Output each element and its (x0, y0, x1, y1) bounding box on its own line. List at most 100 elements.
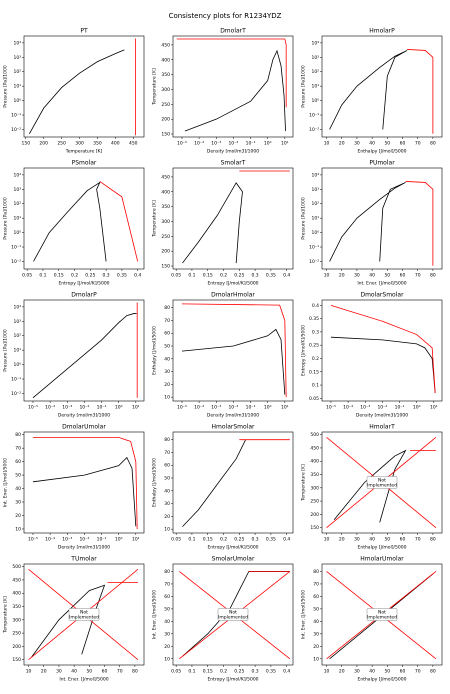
x-tick-label: 70 (415, 669, 421, 675)
y-tick-label: 150 (161, 132, 170, 138)
data-line (181, 328, 286, 395)
x-axis-label: Entropy [J/mol/K]/5000 (207, 545, 258, 551)
x-tick-label: 10⁻⁵ (326, 405, 336, 411)
subplot-title: SmolarUmolar (212, 556, 255, 563)
y-tick-label: 50 (15, 473, 21, 479)
x-tick-label: 0.4 (283, 537, 290, 543)
x-tick-label: 10⁰ (264, 141, 272, 147)
y-tick-label: 10⁻² (309, 127, 319, 133)
y-tick-label: 250 (310, 499, 319, 505)
data-line (32, 313, 137, 399)
annotation: Not (80, 610, 88, 616)
x-axis-label: Density [mol/m3]/1000 (58, 413, 110, 419)
y-tick-label: 70 (15, 446, 21, 452)
y-tick-label: 10⁻² (11, 127, 21, 133)
data-line (32, 456, 137, 527)
x-axis-label: Entropy [J/mol/K]/5000 (207, 281, 258, 287)
y-axis-label: Pressure [Pa]/1000 (3, 329, 9, 372)
y-tick-label: 40 (15, 486, 21, 492)
x-tick-label: 80 (430, 669, 436, 675)
x-tick-label: 10⁻² (377, 405, 387, 411)
x-tick-label: 10⁻³ (62, 405, 72, 411)
y-tick-label: 10 (164, 656, 170, 662)
x-tick-label: 10¹ (281, 141, 289, 147)
x-tick-label: 10⁻² (79, 405, 89, 411)
y-tick-label: 20 (313, 644, 319, 650)
x-tick-label: 40 (369, 273, 375, 279)
y-tick-label: 50 (313, 606, 319, 612)
y-tick-label: 20 (15, 513, 21, 519)
x-tick-label: 200 (39, 141, 48, 147)
x-tick-label: 0.1 (188, 273, 195, 279)
y-tick-label: 250 (161, 102, 170, 108)
x-tick-label: 300 (75, 141, 84, 147)
y-tick-label: 10³ (311, 55, 319, 61)
x-tick-label: 10⁰ (413, 405, 421, 411)
y-tick-label: 10³ (13, 55, 21, 61)
x-tick-label: 10⁻² (228, 141, 238, 147)
x-tick-label: 0.35 (117, 273, 127, 279)
y-tick-label: 10 (15, 526, 21, 532)
x-tick-label: 40 (369, 669, 375, 675)
y-tick-label: 20 (164, 382, 170, 388)
y-tick-label: 80 (164, 437, 170, 443)
y-tick-label: 10 (164, 527, 170, 533)
x-tick-label: 0.35 (266, 537, 276, 543)
annotation: Not (229, 610, 237, 616)
x-tick-label: 40 (369, 537, 375, 543)
annotation-box (366, 608, 398, 621)
x-tick-label: 10⁻³ (360, 405, 370, 411)
y-tick-label: 80 (313, 569, 319, 575)
y-tick-label: 60 (164, 594, 170, 600)
y-tick-label: 10 (164, 395, 170, 401)
y-tick-label: 500 (12, 564, 21, 570)
y-axis-label: Temperature [K] (301, 464, 307, 502)
y-tick-label: 250 (12, 631, 21, 637)
x-tick-label: 10¹ (430, 405, 438, 411)
x-tick-label: 0.4 (283, 669, 290, 675)
y-tick-label: 150 (161, 264, 170, 270)
y-tick-label: 50 (164, 344, 170, 350)
x-tick-label: 70 (415, 141, 421, 147)
x-tick-label: 50 (384, 537, 390, 543)
y-tick-label: 200 (310, 512, 319, 518)
x-tick-label: 50 (384, 273, 390, 279)
subplot-title: PUmolar (369, 160, 395, 167)
y-axis-label: Temperature [K] (152, 68, 158, 106)
x-tick-label: 0.15 (203, 273, 213, 279)
x-tick-label: 30 (354, 273, 360, 279)
y-tick-label: 250 (161, 234, 170, 240)
plot-frame (23, 167, 145, 270)
y-tick-label: 0.2 (312, 356, 319, 362)
y-tick-label: 400 (161, 189, 170, 195)
plot-frame (23, 563, 145, 666)
y-axis-label: Pressure [Pa]/1000 (3, 197, 9, 240)
y-tick-label: 30 (313, 631, 319, 637)
y-tick-label: 150 (310, 525, 319, 531)
y-tick-label: 450 (12, 577, 21, 583)
x-tick-label: 10 (324, 669, 330, 675)
y-axis-label: Temperature [K] (3, 596, 9, 634)
x-tick-label: 10⁻³ (211, 405, 221, 411)
x-tick-label: 10⁻³ (211, 141, 221, 147)
x-tick-label: 30 (354, 141, 360, 147)
x-tick-label: 30 (354, 669, 360, 675)
data-line (405, 181, 434, 266)
y-axis-label: Enthalpy [J/mol]/5000 (152, 458, 158, 507)
y-tick-label: 450 (161, 174, 170, 180)
y-tick-label: 60 (15, 459, 21, 465)
y-tick-label: 10² (311, 201, 319, 207)
y-tick-label: 150 (12, 657, 21, 663)
y-tick-label: 80 (164, 569, 170, 575)
x-tick-label: 10⁰ (264, 405, 272, 411)
plot-frame (321, 167, 443, 270)
x-tick-label: 10¹ (281, 405, 289, 411)
x-tick-label: 10⁻⁴ (45, 405, 55, 411)
annotation: Not (378, 610, 386, 616)
x-tick-label: 0.25 (234, 273, 244, 279)
data-line (32, 436, 138, 529)
x-tick-label: 30 (354, 537, 360, 543)
plot-frame (23, 35, 145, 138)
y-tick-label: 30 (164, 369, 170, 375)
